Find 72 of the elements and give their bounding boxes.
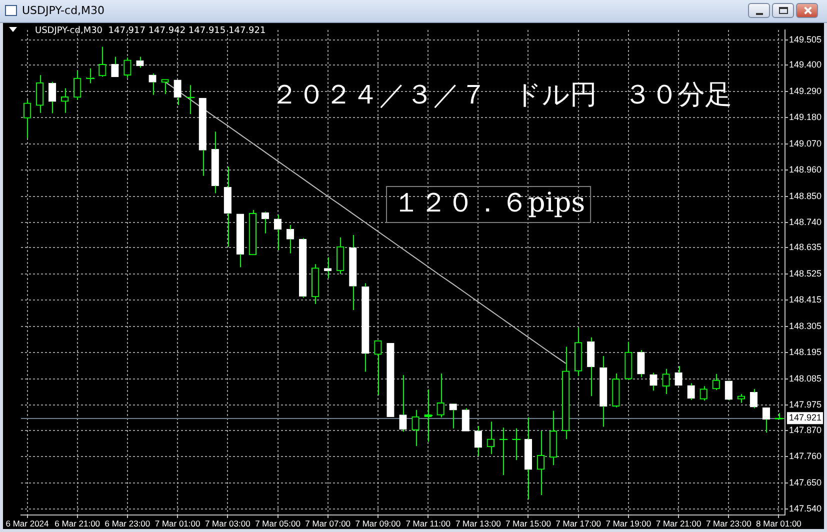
candlestick bbox=[286, 224, 294, 254]
y-tick-label: 148.525 bbox=[789, 268, 822, 278]
x-tick-label: 7 Mar 23:00 bbox=[706, 518, 752, 528]
ref-line-label: 147.921 bbox=[789, 412, 822, 423]
x-tick-label: 7 Mar 21:00 bbox=[656, 518, 702, 528]
candlestick bbox=[750, 388, 758, 409]
candlestick bbox=[612, 372, 620, 408]
candlestick bbox=[274, 214, 282, 251]
x-tick-label: 7 Mar 07:00 bbox=[305, 518, 351, 528]
x-tick-label: 7 Mar 19:00 bbox=[606, 518, 652, 528]
y-tick-label: 149.400 bbox=[789, 60, 822, 70]
y-tick-label: 148.305 bbox=[789, 320, 822, 331]
y-tick-label: 148.195 bbox=[789, 347, 822, 358]
y-tick-label: 147.650 bbox=[789, 477, 822, 488]
y-tick-label: 148.850 bbox=[789, 190, 822, 201]
chart-title: USDJPY-cd,M30 bbox=[22, 4, 105, 17]
candlestick bbox=[61, 88, 69, 114]
candlestick bbox=[587, 336, 595, 397]
candlestick bbox=[549, 410, 558, 466]
candlestick bbox=[574, 327, 582, 377]
candlestick bbox=[524, 416, 532, 500]
y-tick-label: 148.960 bbox=[789, 164, 822, 175]
candlestick bbox=[600, 356, 608, 428]
candlestick bbox=[23, 99, 32, 139]
x-tick-label: 6 Mar 23:00 bbox=[104, 518, 150, 528]
candlestick bbox=[436, 372, 444, 418]
y-tick-label: 149.290 bbox=[789, 86, 822, 96]
y-tick-label: 148.085 bbox=[789, 373, 822, 384]
y-tick-label: 148.635 bbox=[789, 242, 822, 252]
candlestick bbox=[562, 346, 570, 440]
x-tick-label: 7 Mar 09:00 bbox=[355, 518, 401, 528]
candlestick bbox=[211, 131, 219, 194]
candlestick bbox=[298, 238, 307, 298]
x-tick-label: 6 Mar 2024 bbox=[6, 518, 50, 528]
x-tick-label: 7 Mar 05:00 bbox=[255, 518, 301, 528]
annotation: ２０２４／３／７ ドル円 ３０分足 bbox=[271, 80, 732, 111]
y-tick-label: 149.505 bbox=[789, 34, 822, 45]
candlestick bbox=[412, 409, 420, 447]
candlestick bbox=[349, 234, 357, 310]
candlestick bbox=[449, 404, 457, 429]
candlestick bbox=[261, 211, 270, 234]
candlestick bbox=[312, 264, 320, 305]
y-tick-label: 149.180 bbox=[789, 112, 822, 122]
x-tick-label: 7 Mar 01:00 bbox=[154, 518, 200, 528]
candlestick bbox=[662, 368, 670, 394]
y-tick-label: 147.975 bbox=[789, 400, 822, 410]
x-tick-label: 8 Mar 01:00 bbox=[756, 518, 802, 528]
y-tick-label: 147.870 bbox=[789, 424, 822, 435]
candlestick bbox=[74, 70, 82, 100]
x-tick-label: 7 Mar 11:00 bbox=[406, 518, 451, 528]
candlestick bbox=[224, 166, 232, 248]
candlestick bbox=[474, 425, 482, 457]
candlestick bbox=[36, 74, 44, 114]
y-tick-label: 147.540 bbox=[789, 504, 822, 514]
candlestick bbox=[724, 380, 732, 401]
candlestick bbox=[336, 236, 344, 274]
x-tick-label: 7 Mar 13:00 bbox=[455, 518, 502, 528]
annotation: １２０．６pips bbox=[393, 188, 586, 219]
candlestick bbox=[124, 57, 132, 78]
x-tick-label: 7 Mar 17:00 bbox=[556, 518, 602, 528]
x-tick-label: 6 Mar 21:00 bbox=[54, 518, 100, 528]
candlestick bbox=[324, 256, 332, 279]
y-tick-label: 149.070 bbox=[789, 138, 822, 148]
x-tick-label: 7 Mar 03:00 bbox=[204, 518, 251, 528]
candlestick bbox=[536, 430, 545, 496]
candlestick bbox=[486, 421, 494, 455]
y-tick-label: 147.760 bbox=[789, 451, 822, 462]
chart-subtitle: USDJPY-cd,M30 147.917 147.942 147.915 147.921 bbox=[35, 26, 266, 36]
candlestick bbox=[362, 282, 370, 372]
y-tick-label: 148.740 bbox=[789, 217, 822, 228]
x-tick-label: 7 Mar 15:00 bbox=[506, 518, 552, 528]
y-tick-label: 148.415 bbox=[789, 294, 822, 305]
